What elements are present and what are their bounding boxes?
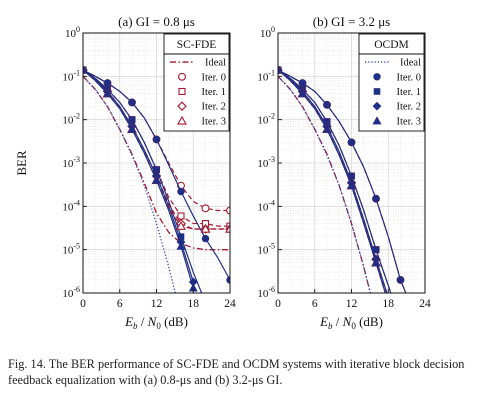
- series-line-iter-2: [278, 69, 388, 293]
- data-point: [201, 234, 210, 243]
- data-point: [176, 220, 186, 230]
- data-point: [127, 124, 137, 133]
- legend-marker: [373, 73, 381, 81]
- x-axis-label: Eb / N0 (dB): [319, 314, 383, 331]
- legend-marker: [178, 72, 186, 81]
- x-tick-label: 24: [224, 298, 236, 310]
- legend-box: [358, 33, 425, 132]
- data-point: [322, 124, 332, 133]
- legend: SC-FDE Ideal Iter. 0 Iter. 1 Iter. 2 Iter. 3: [163, 33, 230, 132]
- legend-label: Iter. 1: [202, 87, 227, 98]
- chart-panel-b: 100 10-1 10-2 10-3 10-4 10-5 10-60 6 12 18 24 (b) G…: [257, 14, 431, 331]
- data-point: [177, 212, 185, 220]
- y-tick-label: 10-1: [62, 68, 80, 83]
- y-tick-label: 10-2: [257, 112, 275, 127]
- legend: OCDM Ideal Iter. 0 Iter. 1 Iter. 2 Iter. 3: [358, 33, 425, 132]
- y-tick-label: 10-6: [62, 285, 80, 300]
- data-point: [83, 65, 88, 74]
- data-point: [200, 223, 211, 233]
- legend-label: Iter. 2: [397, 102, 422, 113]
- data-point: [396, 276, 405, 284]
- y-axis-label: BER: [14, 150, 29, 176]
- y-tick-label: 10-5: [62, 242, 80, 257]
- data-point: [297, 88, 308, 98]
- y-tick-label: 10-4: [257, 198, 275, 213]
- y-tick-label: 10-5: [257, 242, 275, 257]
- legend-label: Iter. 0: [397, 72, 422, 83]
- legend-marker: [372, 116, 382, 125]
- x-tick-label: 6: [117, 298, 123, 310]
- legend-marker: [373, 88, 381, 95]
- x-tick-label: 18: [383, 298, 395, 310]
- data-point: [225, 223, 230, 233]
- series-line-ideal-blue: [278, 75, 371, 293]
- y-tick-label: 100: [260, 25, 275, 40]
- panel-title: (b) GI = 3.2 μs: [313, 14, 391, 29]
- y-tick-label: 100: [65, 25, 80, 40]
- series-line-ideal-blue: [83, 75, 176, 293]
- y-tick-label: 10-6: [257, 285, 275, 300]
- legend-label: Ideal: [205, 58, 226, 69]
- legend-marker: [178, 87, 186, 96]
- data-point: [226, 206, 230, 215]
- data-point: [346, 181, 357, 190]
- data-point: [152, 135, 161, 144]
- chart-panel-a: 100 10-1 10-2 10-3 10-4 10-5 10-60 6 12 18 24 (a) G…: [62, 14, 236, 331]
- x-tick-label: 0: [80, 298, 86, 310]
- data-point: [128, 98, 136, 107]
- legend-marker: [372, 101, 382, 111]
- legend-label: Iter. 2: [202, 102, 227, 113]
- data-point: [177, 187, 185, 196]
- series-line-iter-3: [278, 69, 386, 293]
- x-tick-label: 0: [275, 298, 281, 310]
- x-tick-label: 6: [312, 298, 318, 310]
- legend-label: Iter. 0: [202, 72, 227, 83]
- data-point: [201, 204, 210, 213]
- data-point: [298, 79, 307, 87]
- data-point: [102, 88, 113, 98]
- legend-box: [163, 33, 230, 132]
- legend-header: OCDM: [374, 39, 409, 51]
- figure-caption: Fig. 14. The BER performance of SC-FDE a…: [8, 357, 465, 387]
- legend-marker: [177, 115, 187, 125]
- series-layer: [278, 64, 407, 293]
- series-line-iter-2: [83, 69, 194, 283]
- series-line-iter-1: [278, 69, 392, 293]
- x-axis-label: Eb / N0 (dB): [124, 314, 188, 331]
- data-point: [151, 175, 162, 184]
- legend-label: Iter. 3: [397, 116, 422, 127]
- data-point: [323, 101, 331, 109]
- legend-marker: [177, 101, 187, 111]
- series-line-iter-3: [83, 69, 194, 289]
- series-line-iter-1: [83, 69, 203, 293]
- legend-label: Iter. 3: [202, 116, 227, 127]
- x-tick-label: 12: [151, 298, 163, 310]
- data-point: [278, 65, 283, 74]
- y-axis-ticks: 100 10-1 10-2 10-3 10-4 10-5 10-6: [62, 25, 87, 300]
- series-layer: [83, 64, 230, 293]
- data-point: [176, 241, 186, 250]
- y-axis-ticks: 100 10-1 10-2 10-3 10-4 10-5 10-6: [257, 25, 282, 300]
- y-tick-label: 10-1: [257, 68, 275, 83]
- data-point: [226, 276, 230, 284]
- x-axis-ticks: 0 6 12 18 24: [275, 289, 431, 310]
- x-tick-label: 18: [188, 298, 200, 310]
- y-tick-label: 10-3: [257, 155, 275, 170]
- data-point: [103, 79, 112, 87]
- data-point: [372, 195, 380, 203]
- y-tick-label: 10-4: [62, 198, 80, 213]
- panel-title: (a) GI = 0.8 μs: [118, 14, 195, 29]
- x-axis-ticks: 0 6 12 18 24: [80, 289, 236, 310]
- x-tick-label: 12: [346, 298, 358, 310]
- data-point: [371, 258, 381, 267]
- legend-label: Iter. 1: [397, 87, 422, 98]
- data-point: [347, 138, 356, 147]
- y-tick-label: 10-2: [62, 112, 80, 127]
- legend-header: SC-FDE: [177, 39, 217, 51]
- x-tick-label: 24: [419, 298, 431, 310]
- legend-label: Ideal: [400, 58, 421, 69]
- y-tick-label: 10-3: [62, 155, 80, 170]
